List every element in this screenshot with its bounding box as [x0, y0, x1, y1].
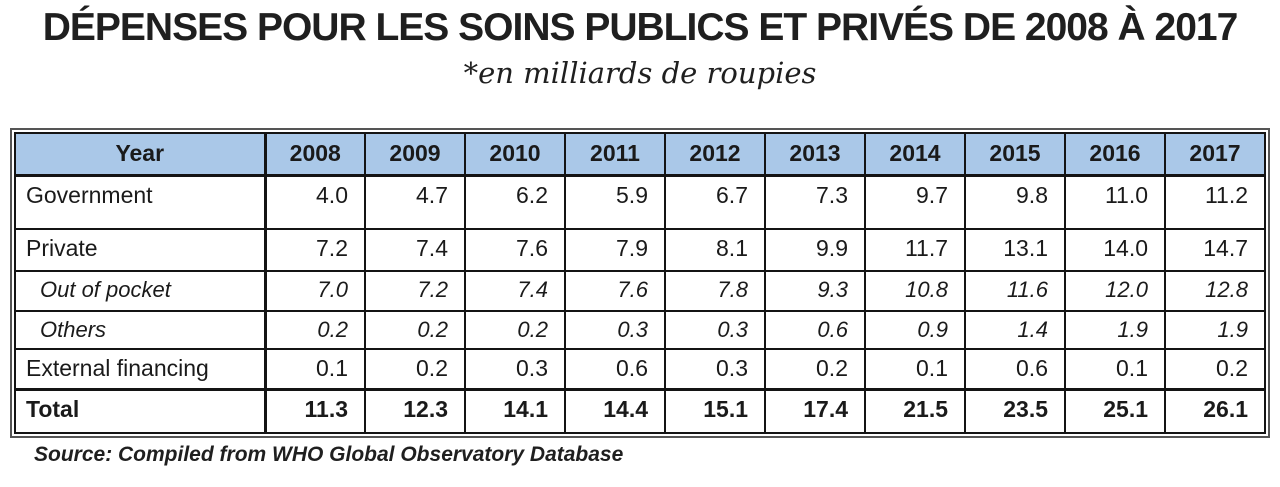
value-cell: 7.4 [464, 270, 566, 312]
value-cell: 7.8 [664, 270, 766, 312]
year-header-2017: 2017 [1164, 132, 1266, 177]
value-cell: 17.4 [764, 387, 866, 434]
value-cell: 11.6 [964, 270, 1066, 312]
value-cell: 0.2 [464, 310, 566, 350]
value-cell: 7.6 [464, 228, 566, 272]
table-row: External financing 0.1 0.2 0.3 0.6 0.3 0.2 0.1 0… [14, 348, 1266, 390]
value-cell: 9.3 [764, 270, 866, 312]
value-cell: 7.9 [564, 228, 666, 272]
value-cell: 11.2 [1164, 174, 1266, 230]
value-cell: 7.0 [264, 270, 366, 312]
value-cell: 0.2 [364, 348, 466, 390]
row-label: Others [14, 310, 267, 350]
value-cell: 7.3 [764, 174, 866, 230]
value-cell: 15.1 [664, 387, 766, 434]
table-row: Private 7.2 7.4 7.6 7.9 8.1 9.9 11.7 13.1 14.0 14.… [14, 228, 1266, 272]
year-header-2015: 2015 [964, 132, 1066, 177]
source-note: Source: Compiled from WHO Global Observa… [34, 443, 624, 466]
row-label: Government [14, 174, 267, 230]
value-cell: 9.8 [964, 174, 1066, 230]
year-header-2013: 2013 [764, 132, 866, 177]
table-header-row: Year 2008 2009 2010 2011 2012 2013 2014 2015 201… [14, 132, 1266, 177]
value-cell: 9.7 [864, 174, 966, 230]
year-corner-header: Year [14, 132, 267, 177]
year-header-2014: 2014 [864, 132, 966, 177]
value-cell: 12.0 [1064, 270, 1166, 312]
value-cell: 6.7 [664, 174, 766, 230]
page-subtitle: *en milliards de roupies [463, 56, 817, 90]
value-cell: 11.3 [264, 387, 366, 434]
value-cell: 1.9 [1064, 310, 1166, 350]
value-cell: 11.0 [1064, 174, 1166, 230]
expenditure-table: Year 2008 2009 2010 2011 2012 2013 2014 2015 201… [14, 132, 1266, 434]
year-header-2011: 2011 [564, 132, 666, 177]
value-cell: 9.9 [764, 228, 866, 272]
value-cell: 14.7 [1164, 228, 1266, 272]
value-cell: 13.1 [964, 228, 1066, 272]
value-cell: 0.1 [264, 348, 366, 390]
value-cell: 6.2 [464, 174, 566, 230]
value-cell: 4.0 [264, 174, 366, 230]
value-cell: 12.8 [1164, 270, 1266, 312]
year-header-2008: 2008 [264, 132, 366, 177]
value-cell: 11.7 [864, 228, 966, 272]
expenditure-table-frame: Year 2008 2009 2010 2011 2012 2013 2014 2015 201… [10, 128, 1270, 438]
value-cell: 0.1 [864, 348, 966, 390]
row-label: Total [14, 387, 267, 434]
value-cell: 1.9 [1164, 310, 1266, 350]
value-cell: 0.3 [564, 310, 666, 350]
table-body: Government 4.0 4.7 6.2 5.9 6.7 7.3 9.7 9.8 11.0 11… [14, 174, 1266, 434]
value-cell: 7.6 [564, 270, 666, 312]
table-row: Government 4.0 4.7 6.2 5.9 6.7 7.3 9.7 9.8 11.0 11… [14, 174, 1266, 230]
value-cell: 14.0 [1064, 228, 1166, 272]
value-cell: 1.4 [964, 310, 1066, 350]
value-cell: 0.9 [864, 310, 966, 350]
value-cell: 26.1 [1164, 387, 1266, 434]
year-header-2010: 2010 [464, 132, 566, 177]
value-cell: 7.2 [264, 228, 366, 272]
year-header-2009: 2009 [364, 132, 466, 177]
value-cell: 4.7 [364, 174, 466, 230]
value-cell: 0.6 [764, 310, 866, 350]
row-label: Private [14, 228, 267, 272]
table-row: Total 11.3 12.3 14.1 14.4 15.1 17.4 21.5 23.5 25.… [14, 387, 1266, 434]
value-cell: 21.5 [864, 387, 966, 434]
value-cell: 7.2 [364, 270, 466, 312]
value-cell: 0.6 [964, 348, 1066, 390]
value-cell: 0.3 [664, 310, 766, 350]
value-cell: 10.8 [864, 270, 966, 312]
value-cell: 14.4 [564, 387, 666, 434]
row-label: External financing [14, 348, 267, 390]
value-cell: 0.2 [264, 310, 366, 350]
value-cell: 14.1 [464, 387, 566, 434]
value-cell: 0.1 [1064, 348, 1166, 390]
value-cell: 0.2 [364, 310, 466, 350]
year-header-2016: 2016 [1064, 132, 1166, 177]
value-cell: 0.2 [764, 348, 866, 390]
page-title: DÉPENSES POUR LES SOINS PUBLICS ET PRIVÉ… [42, 6, 1239, 49]
table-row: Out of pocket 7.0 7.2 7.4 7.6 7.8 9.3 10.8 11.6 1… [14, 270, 1266, 312]
value-cell: 8.1 [664, 228, 766, 272]
table-row: Others 0.2 0.2 0.2 0.3 0.3 0.6 0.9 1.4 1.9 1.9 [14, 310, 1266, 350]
row-label: Out of pocket [14, 270, 267, 312]
value-cell: 25.1 [1064, 387, 1166, 434]
value-cell: 0.3 [664, 348, 766, 390]
value-cell: 7.4 [364, 228, 466, 272]
value-cell: 0.3 [464, 348, 566, 390]
value-cell: 5.9 [564, 174, 666, 230]
year-header-2012: 2012 [664, 132, 766, 177]
value-cell: 0.2 [1164, 348, 1266, 390]
value-cell: 0.6 [564, 348, 666, 390]
value-cell: 12.3 [364, 387, 466, 434]
value-cell: 23.5 [964, 387, 1066, 434]
